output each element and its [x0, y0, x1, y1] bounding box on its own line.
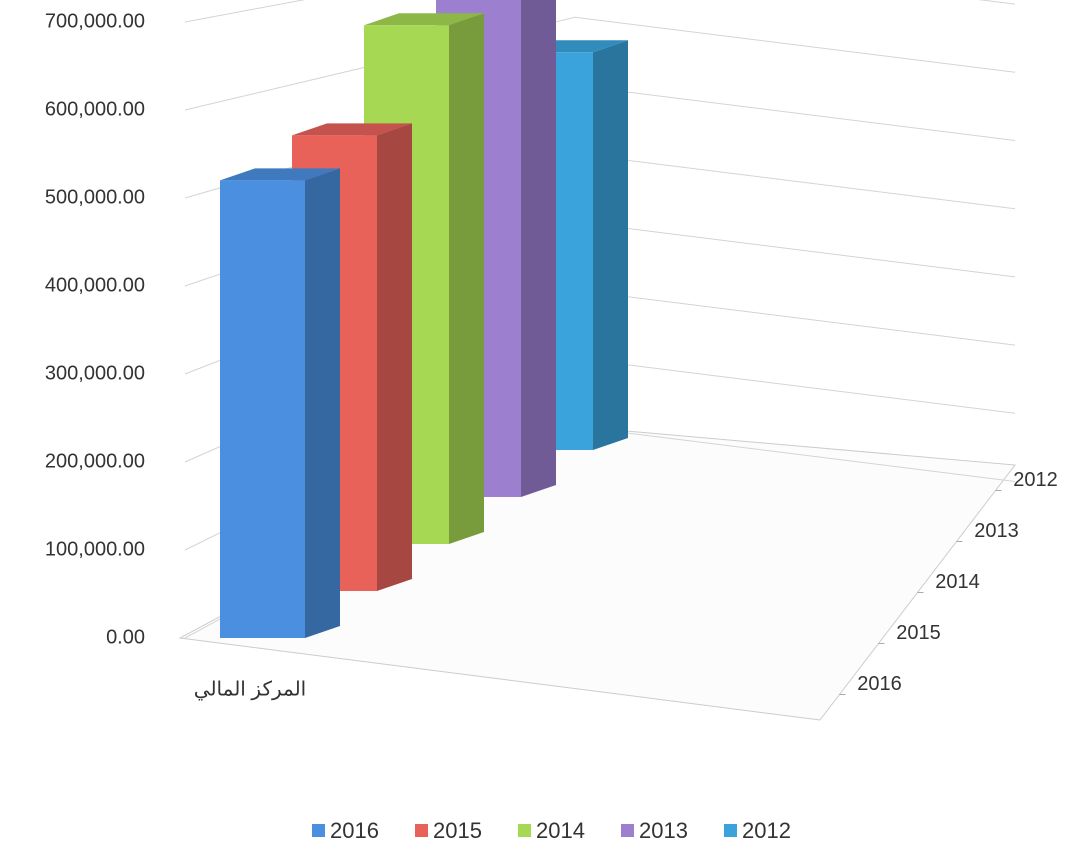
depth-label: 2012 [1013, 469, 1058, 491]
legend-label: 2016 [330, 818, 379, 843]
legend-label: 2013 [639, 818, 688, 843]
legend-swatch [621, 824, 634, 837]
depth-label: 2015 [896, 622, 941, 644]
bar-side [593, 40, 628, 451]
grid-line [184, 16, 1016, 111]
y-tick-label: 500,000.00 [45, 186, 145, 208]
y-tick-label: 300,000.00 [45, 362, 145, 384]
y-tick-label: 400,000.00 [45, 274, 145, 296]
legend-swatch [312, 824, 325, 837]
bar-side [305, 168, 340, 638]
legend-swatch [724, 824, 737, 837]
bar-top [220, 168, 340, 181]
y-tick-label: 0.00 [106, 626, 145, 648]
bar-top [292, 123, 412, 136]
legend-label: 2014 [536, 818, 585, 843]
bar-side [377, 123, 412, 591]
y-tick-label: 100,000.00 [45, 538, 145, 560]
grid-line [184, 0, 1016, 23]
bar-top [364, 13, 484, 26]
depth-label: 2014 [935, 571, 980, 593]
legend-label: 2012 [742, 818, 791, 843]
bar [220, 180, 305, 638]
y-tick-label: 600,000.00 [45, 98, 145, 120]
y-tick-label: 200,000.00 [45, 450, 145, 472]
depth-label: 2016 [857, 673, 902, 695]
legend-swatch [518, 824, 531, 837]
legend-swatch [415, 824, 428, 837]
legend-label: 2015 [433, 818, 482, 843]
bar-side [449, 13, 484, 545]
y-tick-label: 700,000.00 [45, 10, 145, 32]
bar-side [521, 0, 556, 497]
depth-label: 2013 [974, 520, 1019, 542]
x-tick-label: المركز المالي [194, 678, 306, 701]
